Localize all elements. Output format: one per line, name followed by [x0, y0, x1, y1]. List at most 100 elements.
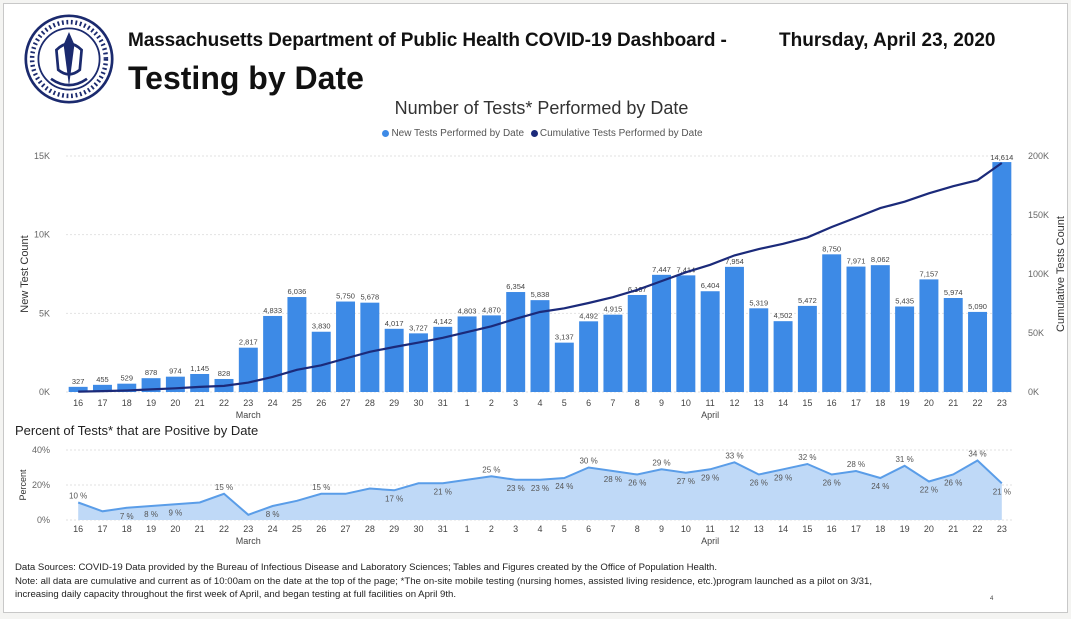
- footnote-note-continued: increasing daily capacity throughout the…: [15, 589, 457, 601]
- pct-y-tick-label: 20%: [32, 480, 50, 490]
- pct-x-tick-label: 20: [924, 524, 934, 534]
- bar-x-tick-label: 16: [73, 398, 83, 408]
- bar-new-tests: [895, 306, 915, 392]
- pct-x-tick-label: 8: [635, 524, 640, 534]
- bar-new-tests: [311, 331, 331, 392]
- pct-x-tick-label: 20: [170, 524, 180, 534]
- bar-x-tick-label: 20: [170, 398, 180, 408]
- bar-x-tick-label: 7: [610, 398, 615, 408]
- bar-x-tick-label: 8: [635, 398, 640, 408]
- bar-x-tick-label: 4: [537, 398, 542, 408]
- pct-value-label: 9 %: [168, 508, 182, 517]
- bar-value-label: 529: [121, 374, 134, 383]
- pct-value-label: 8 %: [266, 510, 280, 519]
- bar-new-tests: [822, 254, 842, 392]
- bar-value-label: 5,435: [895, 296, 914, 305]
- bar-x-tick-label: 17: [97, 398, 107, 408]
- chart-legend: New Tests Performed by Date Cumulative T…: [4, 128, 1067, 139]
- bar-new-tests: [943, 298, 963, 392]
- pct-x-tick-label: 15: [802, 524, 812, 534]
- bar-value-label: 455: [96, 375, 109, 384]
- bar-value-label: 4,915: [604, 305, 623, 314]
- bar-x-tick-label: 24: [268, 398, 278, 408]
- pct-x-tick-label: 10: [681, 524, 691, 534]
- pct-value-label: 8 %: [144, 510, 158, 519]
- bar-x-tick-label: 1: [465, 398, 470, 408]
- bar-new-tests: [870, 265, 890, 392]
- pct-y-tick-label: 0%: [37, 515, 50, 525]
- pct-x-tick-label: 30: [413, 524, 423, 534]
- bar-x-tick-label: 16: [827, 398, 837, 408]
- bar-new-tests: [457, 316, 477, 392]
- bar-new-tests: [919, 279, 939, 392]
- bar-value-label: 2,817: [239, 338, 258, 347]
- bar-new-tests: [797, 305, 817, 392]
- bar-value-label: 5,750: [336, 292, 355, 301]
- pct-value-label: 28 %: [604, 475, 622, 484]
- bar-y2-axis-label: Cumulative Tests Count: [1055, 216, 1067, 332]
- pct-x-tick-label: 22: [219, 524, 229, 534]
- bar-new-tests: [287, 297, 307, 392]
- bar-new-tests: [676, 275, 696, 392]
- pct-x-tick-label: 11: [705, 524, 714, 534]
- bar-new-tests: [652, 274, 672, 392]
- bar-value-label: 4,492: [579, 311, 598, 320]
- pct-value-label: 22 %: [920, 486, 938, 495]
- bar-y2-tick-label: 100K: [1028, 269, 1049, 279]
- bar-value-label: 7,157: [920, 269, 939, 278]
- bar-value-label: 8,062: [871, 255, 890, 264]
- bar-x-tick-label: 5: [562, 398, 567, 408]
- bar-value-label: 7,414: [676, 265, 695, 274]
- bar-new-tests: [117, 383, 137, 392]
- bar-value-label: 3,727: [409, 323, 428, 332]
- pct-x-tick-label: 3: [513, 524, 518, 534]
- bar-x-tick-label: 25: [292, 398, 302, 408]
- bar-x-tick-label: 21: [948, 398, 958, 408]
- bar-value-label: 828: [218, 369, 231, 378]
- bar-new-tests: [68, 386, 88, 392]
- pct-x-tick-label: 22: [973, 524, 983, 534]
- bar-new-tests: [627, 294, 647, 392]
- pct-value-label: 31 %: [895, 455, 913, 464]
- bar-new-tests: [846, 266, 866, 392]
- bar-x-tick-label: 31: [438, 398, 448, 408]
- pct-x-tick-label: 23: [997, 524, 1007, 534]
- pct-x-tick-label: 2: [489, 524, 494, 534]
- bar-x-tick-label: 12: [729, 398, 739, 408]
- bar-value-label: 4,833: [263, 306, 282, 315]
- bar-x-tick-label: 19: [900, 398, 910, 408]
- bar-y-tick-label: 15K: [34, 151, 50, 161]
- bar-x-tick-label: 23: [997, 398, 1007, 408]
- pct-x-tick-label: 24: [268, 524, 278, 534]
- bar-new-tests: [700, 291, 720, 392]
- bar-value-label: 5,974: [944, 288, 963, 297]
- bar-value-label: 974: [169, 367, 182, 376]
- pct-value-label: 26 %: [628, 479, 646, 488]
- bar-new-tests: [384, 328, 404, 392]
- pct-x-tick-label: 18: [875, 524, 885, 534]
- bar-value-label: 6,404: [701, 281, 720, 290]
- bar-x-tick-label: 13: [754, 398, 764, 408]
- bar-y2-tick-label: 0K: [1028, 387, 1039, 397]
- pct-x-tick-label: 6: [586, 524, 591, 534]
- bar-value-label: 3,830: [312, 322, 331, 331]
- bar-x-tick-label: 29: [389, 398, 399, 408]
- pct-x-tick-label: 17: [97, 524, 107, 534]
- header-agency: Massachusetts Department of Public Healt…: [128, 30, 727, 51]
- legend-line-label: Cumulative Tests Performed by Date: [539, 128, 703, 139]
- pct-x-tick-label: 16: [827, 524, 837, 534]
- pct-value-label: 26 %: [944, 479, 962, 488]
- pct-x-tick-label: 19: [900, 524, 910, 534]
- bar-value-label: 5,678: [360, 293, 379, 302]
- bar-x-tick-label: 18: [122, 398, 132, 408]
- bar-new-tests: [336, 301, 356, 392]
- pct-x-tick-label: 13: [754, 524, 764, 534]
- page-title: Testing by Date: [128, 60, 364, 96]
- bar-new-tests: [773, 321, 793, 392]
- bar-new-tests: [968, 311, 988, 392]
- pct-value-label: 17 %: [385, 494, 403, 503]
- bar-y-tick-label: 5K: [39, 308, 50, 318]
- bar-x-tick-label: 2: [489, 398, 494, 408]
- bar-month-label: March: [236, 410, 261, 420]
- pct-value-label: 7 %: [120, 512, 134, 521]
